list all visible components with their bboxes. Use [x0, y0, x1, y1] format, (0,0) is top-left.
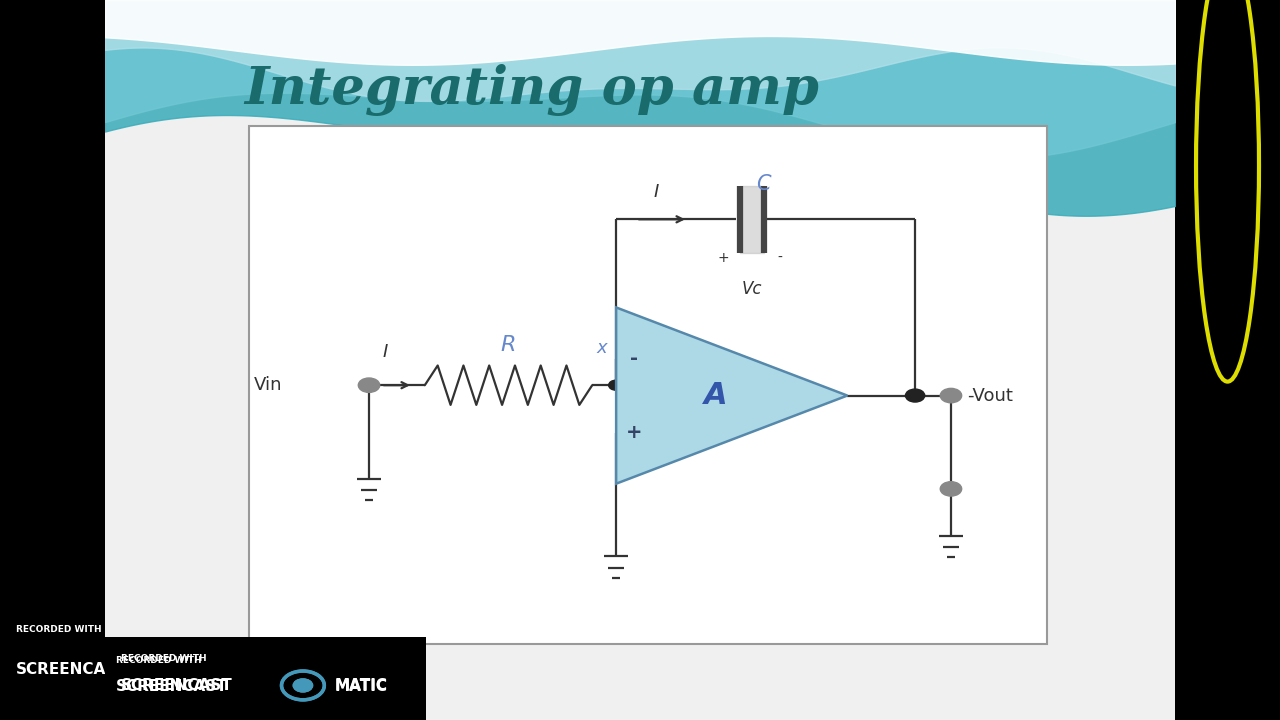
- Text: I: I: [653, 184, 659, 202]
- Text: RECORDED WITH: RECORDED WITH: [15, 626, 101, 634]
- Text: Integrating op amp: Integrating op amp: [244, 64, 819, 116]
- Text: SCREENCAST: SCREENCAST: [122, 678, 233, 693]
- Text: MATIC: MATIC: [335, 678, 388, 693]
- Text: RECORDED WITH: RECORDED WITH: [122, 654, 206, 663]
- Circle shape: [941, 388, 961, 402]
- Text: SCREENCAST: SCREENCAST: [15, 662, 128, 677]
- Text: RECORDED WITH: RECORDED WITH: [115, 657, 201, 665]
- Bar: [105, 637, 426, 720]
- Polygon shape: [616, 307, 847, 484]
- Circle shape: [358, 378, 380, 392]
- Circle shape: [609, 380, 623, 390]
- Text: I: I: [383, 343, 388, 361]
- Text: A: A: [704, 381, 727, 410]
- Text: -: -: [777, 251, 782, 265]
- Text: -Vout: -Vout: [966, 387, 1012, 405]
- Text: Vc: Vc: [741, 280, 762, 298]
- Text: MATIC: MATIC: [335, 679, 388, 693]
- Circle shape: [293, 679, 312, 692]
- Text: -: -: [630, 349, 637, 368]
- Text: C: C: [756, 174, 771, 194]
- Text: Vin: Vin: [253, 376, 282, 395]
- Circle shape: [905, 389, 924, 402]
- Text: +: +: [718, 251, 730, 265]
- Circle shape: [293, 679, 312, 692]
- Text: SCREENCAST: SCREENCAST: [115, 679, 228, 693]
- Circle shape: [941, 482, 961, 496]
- Bar: [250, 126, 1047, 644]
- Text: x: x: [596, 339, 607, 357]
- Text: R: R: [500, 335, 516, 355]
- Text: +: +: [626, 423, 643, 442]
